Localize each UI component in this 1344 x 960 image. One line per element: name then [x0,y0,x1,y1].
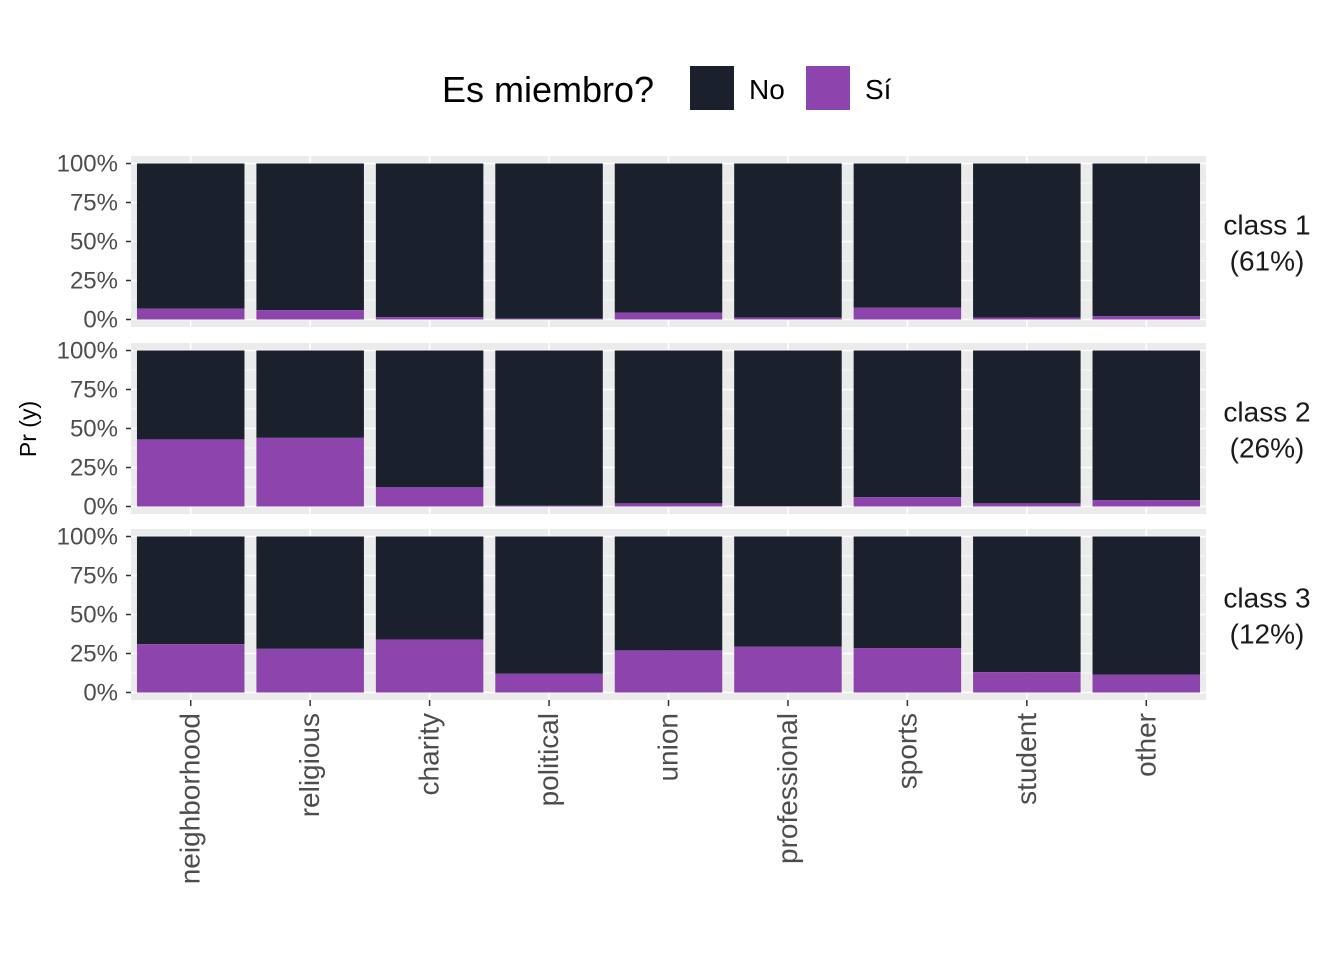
y-tick-label: 0% [83,307,118,334]
bar-si-professional [734,646,842,693]
y-tick-label: 25% [70,641,118,668]
bar-no-charity [375,350,484,487]
bar-no-student [973,163,1081,318]
y-tick-label: 75% [70,563,118,590]
bar-no-other [1092,350,1201,501]
y-tick-label: 25% [70,455,118,482]
bar-si-student [973,672,1081,693]
bar-no-political [495,163,603,319]
bar-si-union [614,503,723,507]
x-axis: neighborhood religious charity political uni… [175,700,1161,884]
x-tick-label: student [1011,713,1042,805]
bar-no-student [973,350,1081,504]
panel-1: 0% 25% 50% 75% 100% class 1 (61%) [57,151,1311,334]
bar-no-professional [734,163,842,318]
bar-si-other [1092,316,1201,320]
bar-no-political [495,536,603,674]
facet-label-share: (61%) [1230,246,1305,277]
bar-no-professional [734,536,842,647]
bar-no-union [614,163,723,313]
facet-label-share: (12%) [1230,619,1305,650]
bar-si-other [1092,674,1201,693]
y-tick-label: 0% [83,494,118,521]
legend-title: Es miembro? [442,69,654,110]
bar-no-political [495,350,603,506]
bar-no-professional [734,350,842,507]
bar-si-religious [256,437,364,507]
bar-si-student [973,317,1081,320]
x-tick-label: neighborhood [175,713,206,884]
y-axis-label: Pr (y) [15,401,41,457]
bar-no-other [1092,536,1201,675]
x-tick-label: charity [414,713,445,795]
facet-label: class 3 [1223,583,1310,614]
x-tick-label: political [533,713,564,806]
x-tick-label: union [653,713,684,782]
bar-no-religious [256,536,364,649]
bar-si-charity [375,639,484,693]
bar-si-political [495,318,603,320]
facet-label: class 2 [1223,397,1310,428]
legend-label-no: No [749,74,785,105]
panel-3: 0% 25% 50% 75% 100% class 3 (12%) [57,524,1311,707]
bar-si-sports [853,307,962,320]
panel-2: 0% 25% 50% 75% 100% class 2 (26%) [57,338,1311,521]
bar-no-charity [375,536,484,640]
bar-no-neighborhood [136,350,245,440]
bar-si-union [614,650,723,693]
bar-si-professional [734,317,842,320]
legend-swatch-si [806,66,850,110]
bar-si-union [614,312,723,320]
y-tick-label: 75% [70,190,118,217]
x-tick-label: other [1130,713,1161,777]
bar-no-neighborhood [136,536,245,645]
bar-si-religious [256,310,364,320]
bar-si-neighborhood [136,439,245,507]
y-tick-label: 75% [70,377,118,404]
bar-no-other [1092,163,1201,317]
bar-si-sports [853,648,962,693]
x-tick-label: professional [772,713,803,864]
bar-si-neighborhood [136,644,245,693]
bar-no-neighborhood [136,163,245,309]
facet-label-share: (26%) [1230,433,1305,464]
bar-no-union [614,536,723,651]
bar-no-religious [256,350,364,438]
bar-si-other [1092,500,1201,507]
bar-si-political [495,505,603,507]
bar-no-union [614,350,723,504]
bar-si-neighborhood [136,308,245,320]
y-tick-label: 100% [57,338,118,365]
bar-no-student [973,536,1081,673]
bar-si-sports [853,497,962,507]
legend: Es miembro? No Sí [442,66,892,110]
bar-no-sports [853,536,962,649]
y-tick-label: 0% [83,680,118,707]
y-tick-label: 50% [70,602,118,629]
legend-label-si: Sí [865,74,892,105]
bar-no-religious [256,163,364,311]
y-tick-label: 100% [57,151,118,178]
bar-no-sports [853,350,962,498]
y-tick-label: 50% [70,416,118,443]
y-tick-label: 25% [70,268,118,295]
y-tick-label: 50% [70,229,118,256]
bar-no-charity [375,163,484,318]
facet-label: class 1 [1223,210,1310,241]
bar-si-charity [375,317,484,320]
bar-si-charity [375,487,484,507]
facet-panels: 0% 25% 50% 75% 100% class 1 (61%) 0% 25% 50% 75% 10… [57,151,1311,707]
bar-si-political [495,673,603,693]
x-tick-label: sports [891,713,922,789]
legend-swatch-no [690,66,734,110]
bar-si-religious [256,648,364,693]
bar-no-sports [853,163,962,308]
y-tick-label: 100% [57,524,118,551]
bar-si-student [973,503,1081,507]
x-tick-label: religious [294,713,325,817]
